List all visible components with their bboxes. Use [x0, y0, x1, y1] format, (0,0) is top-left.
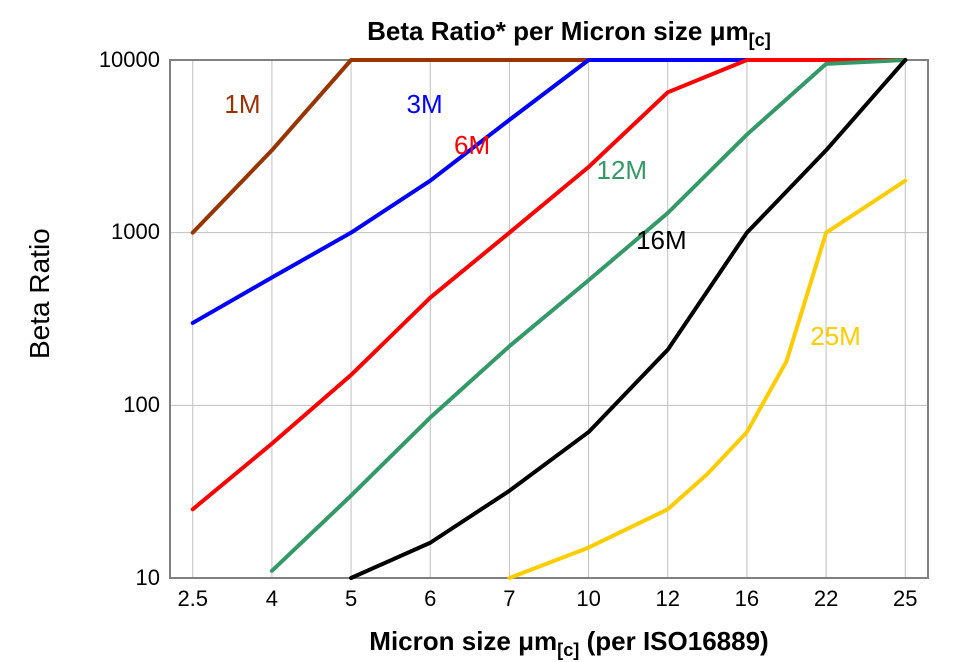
- x-tick-label: 10: [559, 586, 619, 612]
- series-label-12M: 12M: [597, 155, 648, 186]
- series-label-1M: 1M: [224, 89, 260, 120]
- x-tick-label: 2.5: [163, 586, 223, 612]
- x-tick-label: 12: [638, 586, 698, 612]
- y-tick-label: 1000: [0, 219, 160, 245]
- x-tick-label: 6: [400, 586, 460, 612]
- series-label-16M: 16M: [636, 225, 687, 256]
- x-tick-label: 7: [479, 586, 539, 612]
- y-tick-label: 100: [0, 392, 160, 418]
- label-overlay: 10 100 1000 10000 2.5 4567 10 12 16 22 25 1M 3M 6M 12M…: [0, 0, 966, 662]
- series-label-25M: 25M: [810, 321, 861, 352]
- y-tick-label: 10: [0, 565, 160, 591]
- x-tick-label: 25: [875, 586, 935, 612]
- x-tick-label: 22: [796, 586, 856, 612]
- series-label-6M: 6M: [454, 130, 490, 161]
- x-tick-label: 5: [321, 586, 381, 612]
- y-tick-label: 10000: [0, 47, 160, 73]
- x-tick-label: 4: [242, 586, 302, 612]
- series-label-3M: 3M: [406, 89, 442, 120]
- chart-container: Beta Ratio* per Micron size μm[c] Beta R…: [0, 0, 966, 662]
- x-tick-label: 16: [717, 586, 777, 612]
